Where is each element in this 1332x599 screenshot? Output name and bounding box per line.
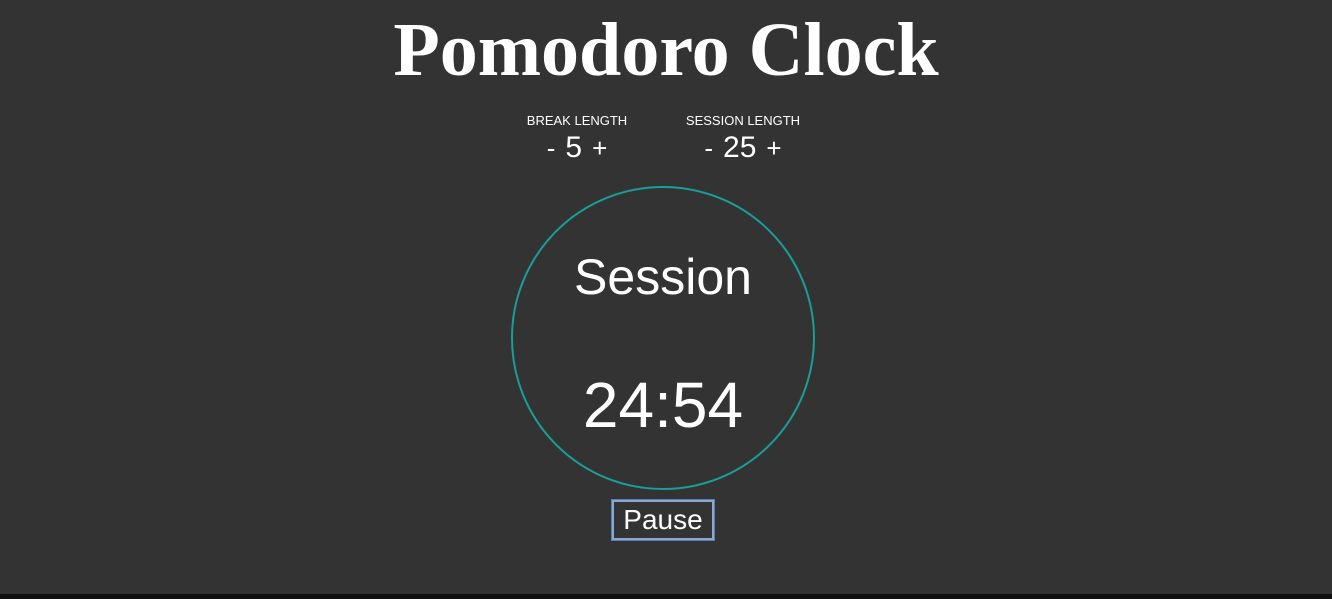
session-length-control: SESSION LENGTH - 25 + <box>672 113 814 165</box>
break-decrement-button[interactable]: - <box>546 133 556 163</box>
timer-mode-label: Session <box>574 249 752 305</box>
break-length-row: - 5 + <box>517 131 637 165</box>
session-decrement-button[interactable]: - <box>704 133 714 163</box>
timer-countdown: 24:54 <box>582 369 744 441</box>
session-length-label: SESSION LENGTH <box>685 113 801 128</box>
pause-button[interactable]: Pause <box>611 499 715 541</box>
break-increment-button[interactable]: + <box>592 133 608 163</box>
session-length-row: - 25 + <box>672 131 814 165</box>
bottom-border <box>0 594 1332 599</box>
page-title: Pomodoro Clock <box>393 8 939 92</box>
timer-circle[interactable] <box>511 186 815 490</box>
break-length-value: 5 <box>565 131 583 164</box>
break-length-control: BREAK LENGTH - 5 + <box>517 113 637 165</box>
session-increment-button[interactable]: + <box>766 133 782 163</box>
session-length-value: 25 <box>723 131 757 164</box>
break-length-label: BREAK LENGTH <box>526 113 628 128</box>
